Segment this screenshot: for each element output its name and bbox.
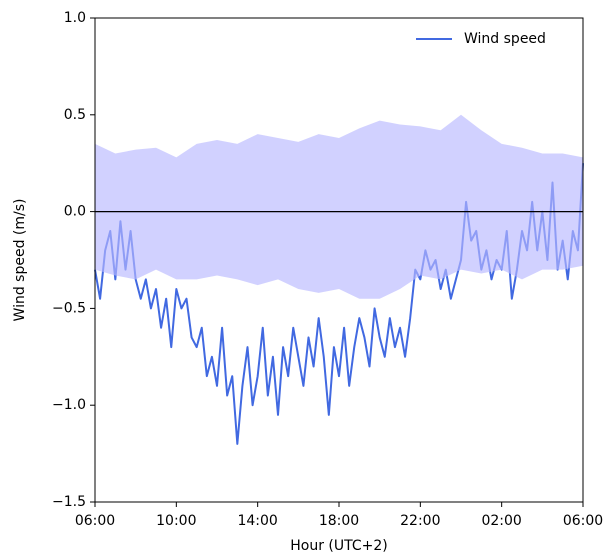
- x-tick-label: 06:00: [563, 513, 603, 529]
- y-tick-label: 1.0: [64, 10, 86, 26]
- x-tick-label: 10:00: [156, 513, 196, 529]
- y-tick-label: 0.5: [64, 107, 86, 123]
- x-tick-label: 22:00: [400, 513, 440, 529]
- x-tick-label: 06:00: [75, 513, 115, 529]
- legend-label: Wind speed: [464, 31, 546, 47]
- x-tick-label: 02:00: [481, 513, 521, 529]
- x-axis-label: Hour (UTC+2): [290, 538, 388, 554]
- x-tick-label: 18:00: [319, 513, 359, 529]
- y-tick-label: −1.0: [52, 397, 86, 413]
- y-axis-label: Wind speed (m/s): [12, 199, 28, 322]
- y-tick-label: 0.0: [64, 204, 86, 220]
- x-tick-label: 14:00: [237, 513, 277, 529]
- y-tick-label: −1.5: [52, 494, 86, 510]
- y-tick-label: −0.5: [52, 300, 86, 316]
- band: [95, 114, 583, 299]
